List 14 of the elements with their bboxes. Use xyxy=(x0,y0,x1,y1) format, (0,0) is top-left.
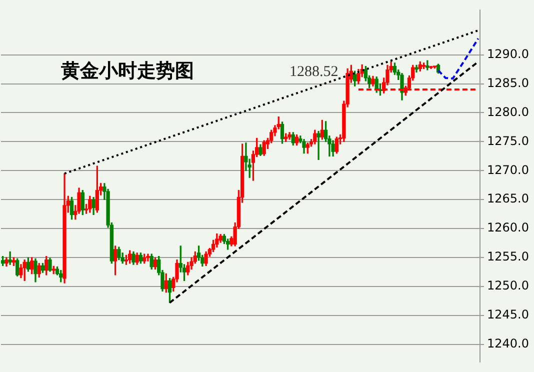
y-tick-label: 1290.0 xyxy=(487,46,530,61)
y-tick-label: 1245.0 xyxy=(487,308,530,322)
y-tick-label: 1240.0 xyxy=(487,336,530,351)
y-tick-label: 1260.0 xyxy=(487,220,530,235)
y-tick-label: 1280.0 xyxy=(487,104,530,119)
y-tick-label: 1285.0 xyxy=(487,76,530,90)
y-tick-label: 1265.0 xyxy=(487,192,530,206)
y-tick-label: 1255.0 xyxy=(487,250,530,264)
y-tick-label: 1250.0 xyxy=(487,278,530,293)
text: 黄金小时走势图 xyxy=(60,60,194,82)
line-series xyxy=(437,38,480,80)
y-tick-label: 1270.0 xyxy=(487,162,530,177)
annotation: 1288.52 xyxy=(290,64,338,80)
y-tick-label: 1275.0 xyxy=(487,134,530,148)
